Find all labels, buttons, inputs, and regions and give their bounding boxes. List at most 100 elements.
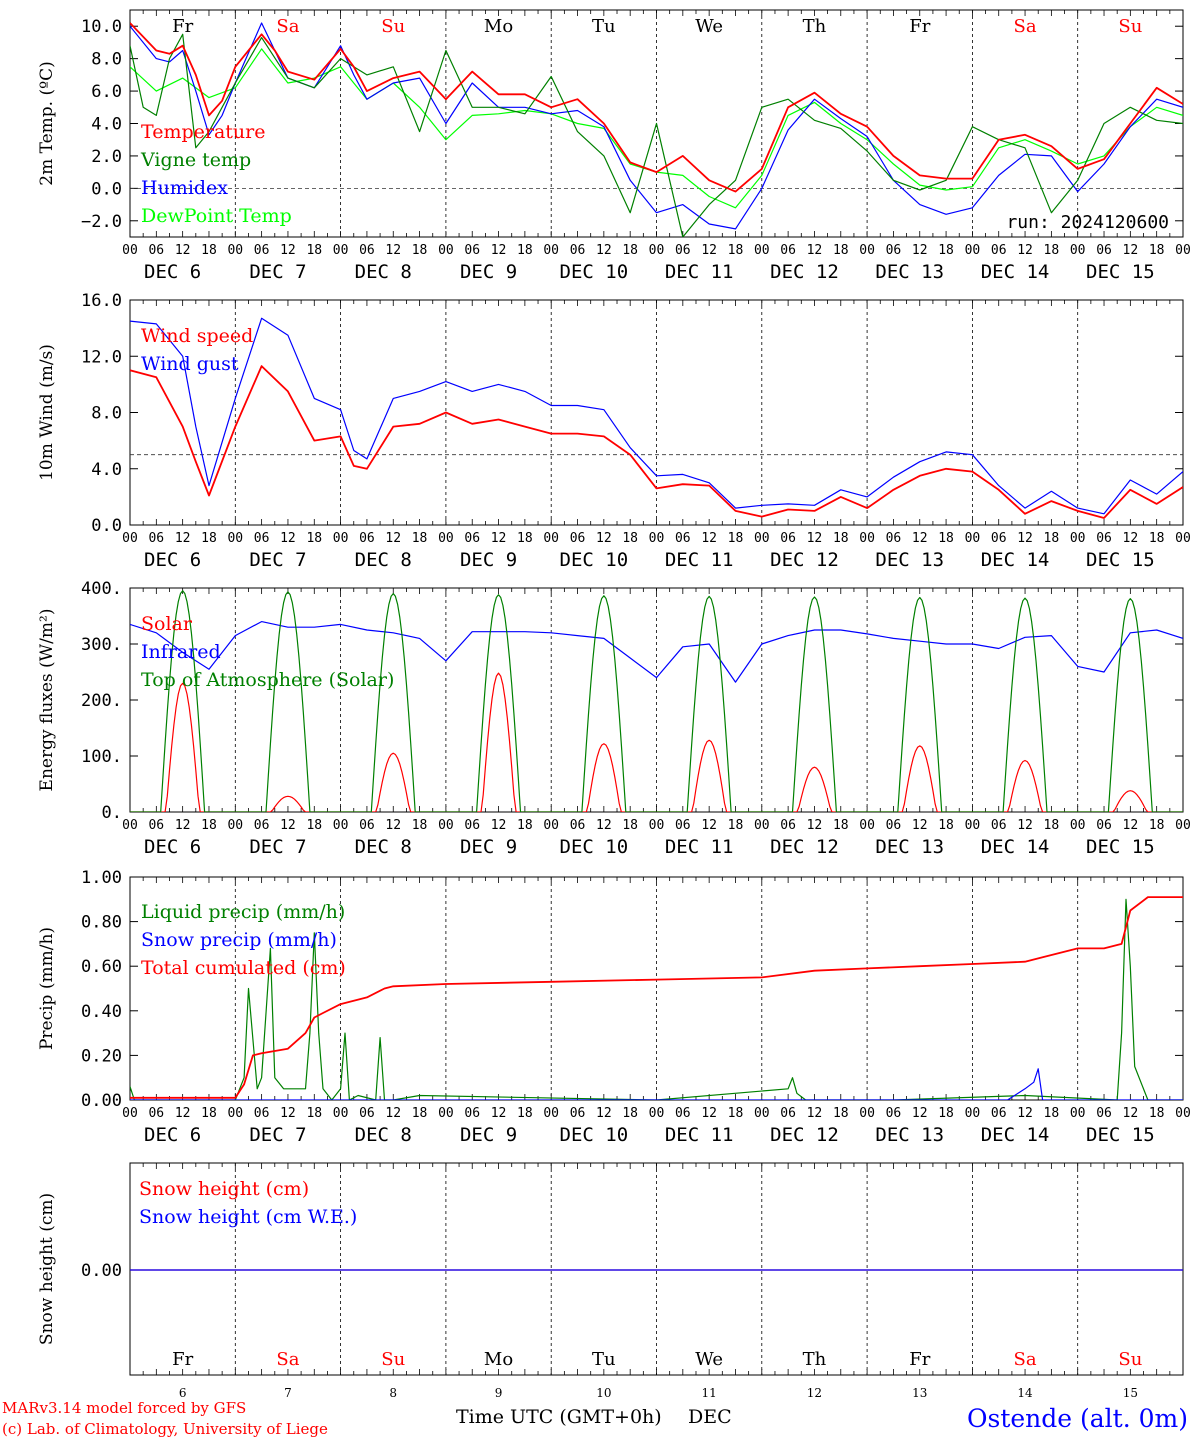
hour-label: 18 (201, 1106, 217, 1121)
date-label: DEC 9 (460, 836, 517, 858)
panel-frame (129, 587, 1184, 813)
hour-label: 00 (859, 1106, 875, 1121)
hour-label: 18 (1044, 243, 1060, 258)
hour-label: 00 (754, 531, 770, 546)
hour-label: 06 (886, 531, 902, 546)
hour-label: 18 (833, 243, 849, 258)
hour-label: 00 (754, 1106, 770, 1121)
hour-label: 06 (886, 818, 902, 833)
hour-label: 06 (148, 1106, 164, 1121)
hour-label: 12 (701, 531, 717, 546)
hour-label: 00 (1175, 818, 1191, 833)
series-line (130, 672, 1183, 812)
hour-label: 00 (754, 818, 770, 833)
hour-label: 12 (701, 1106, 717, 1121)
hour-label: 00 (859, 243, 875, 258)
hour-label: 18 (622, 1106, 638, 1121)
date-label: DEC 11 (665, 549, 734, 571)
panel-2: 0.0 4.0 8.0 12.0 16.0 10m Wind (m/s) Wind spee… (37, 291, 1191, 571)
day-name: Tu (592, 16, 616, 37)
day-name: Th (803, 16, 827, 37)
day-name: Tu (592, 1349, 616, 1370)
date-label: DEC 14 (981, 836, 1050, 858)
day-name: Sa (1014, 1349, 1037, 1370)
series-line (130, 22, 1183, 230)
hour-label: 18 (517, 531, 533, 546)
hour-label: 06 (570, 1106, 586, 1121)
hour-label: 06 (359, 531, 375, 546)
y-tick-label: 0. (102, 803, 122, 823)
hour-ticks (129, 588, 1184, 812)
hour-label: 06 (991, 818, 1007, 833)
panels: −2.0 0.0 2.0 4.0 6.0 8.0 10.0 2m Temp. (ºC) Temp… (37, 9, 1191, 1400)
day-name: Fr (909, 16, 930, 37)
date-label: DEC 6 (144, 549, 201, 571)
hour-label: 06 (780, 1106, 796, 1121)
date-label: DEC 8 (355, 261, 412, 283)
date-label: DEC 14 (981, 261, 1050, 283)
y-tick-label: 6.0 (91, 82, 122, 102)
date-label: DEC 12 (770, 261, 839, 283)
series-line (130, 621, 1183, 683)
hour-label: 12 (596, 818, 612, 833)
hour-label: 00 (965, 531, 981, 546)
hour-label: 00 (859, 531, 875, 546)
hour-label: 12 (175, 531, 191, 546)
x-axis-month: DEC (688, 1406, 732, 1428)
hour-label: 18 (728, 1106, 744, 1121)
hour-label: 12 (280, 818, 296, 833)
hour-label: 00 (227, 818, 243, 833)
date-label: DEC 8 (355, 836, 412, 858)
day-number: 10 (596, 1386, 611, 1400)
day-number: 11 (702, 1386, 717, 1400)
hour-label: 12 (491, 818, 507, 833)
legend-entry: Wind speed (141, 325, 253, 347)
day-name: Sa (1014, 16, 1037, 37)
hour-label: 06 (359, 1106, 375, 1121)
hour-label: 18 (622, 243, 638, 258)
date-label: DEC 8 (355, 1124, 412, 1146)
hour-label: 06 (1096, 818, 1112, 833)
hour-label: 18 (412, 1106, 428, 1121)
x-axis-label: Time UTC (GMT+0h) (456, 1406, 662, 1428)
hour-label: 06 (780, 531, 796, 546)
legend-entry: Top of Atmosphere (Solar) (141, 669, 394, 691)
date-label: DEC 9 (460, 549, 517, 571)
day-name: Fr (909, 1349, 930, 1370)
y-tick-label: 0.00 (81, 1261, 122, 1281)
series-line (130, 1068, 1183, 1100)
hour-label: 00 (227, 1106, 243, 1121)
hour-label: 12 (1123, 818, 1139, 833)
hour-label: 18 (306, 243, 322, 258)
hour-label: 06 (675, 818, 691, 833)
date-label: DEC 11 (665, 261, 734, 283)
hour-label: 06 (1096, 531, 1112, 546)
hour-label: 06 (148, 531, 164, 546)
hour-label: 06 (254, 1106, 270, 1121)
hour-label: 00 (1070, 1106, 1086, 1121)
y-tick-label: 400. (81, 579, 122, 599)
legend-entry: Temperature (141, 121, 265, 143)
hour-label: 00 (965, 243, 981, 258)
hour-label: 00 (649, 818, 665, 833)
hour-label: 12 (1017, 1106, 1033, 1121)
day-name: Sa (276, 1349, 299, 1370)
hour-label: 12 (491, 1106, 507, 1121)
hour-label: 12 (596, 243, 612, 258)
hour-label: 06 (1096, 1106, 1112, 1121)
hour-label: 12 (912, 1106, 928, 1121)
panel-4: 0.00 0.20 0.40 0.60 0.80 1.00 Precip (mm/h) Liq… (37, 868, 1191, 1146)
date-label: DEC 11 (665, 836, 734, 858)
legend-entry: Vigne temp (140, 149, 251, 171)
date-label: DEC 10 (560, 836, 629, 858)
day-name: Fr (172, 16, 193, 37)
hour-ticks (129, 300, 1184, 525)
date-label: DEC 7 (249, 836, 306, 858)
hour-label: 18 (833, 531, 849, 546)
hour-label: 12 (1123, 243, 1139, 258)
day-name: Su (1118, 16, 1142, 37)
date-label: DEC 13 (875, 1124, 944, 1146)
y-axis-label: Precip (mm/h) (37, 927, 57, 1050)
y-tick-label: 300. (81, 635, 122, 655)
